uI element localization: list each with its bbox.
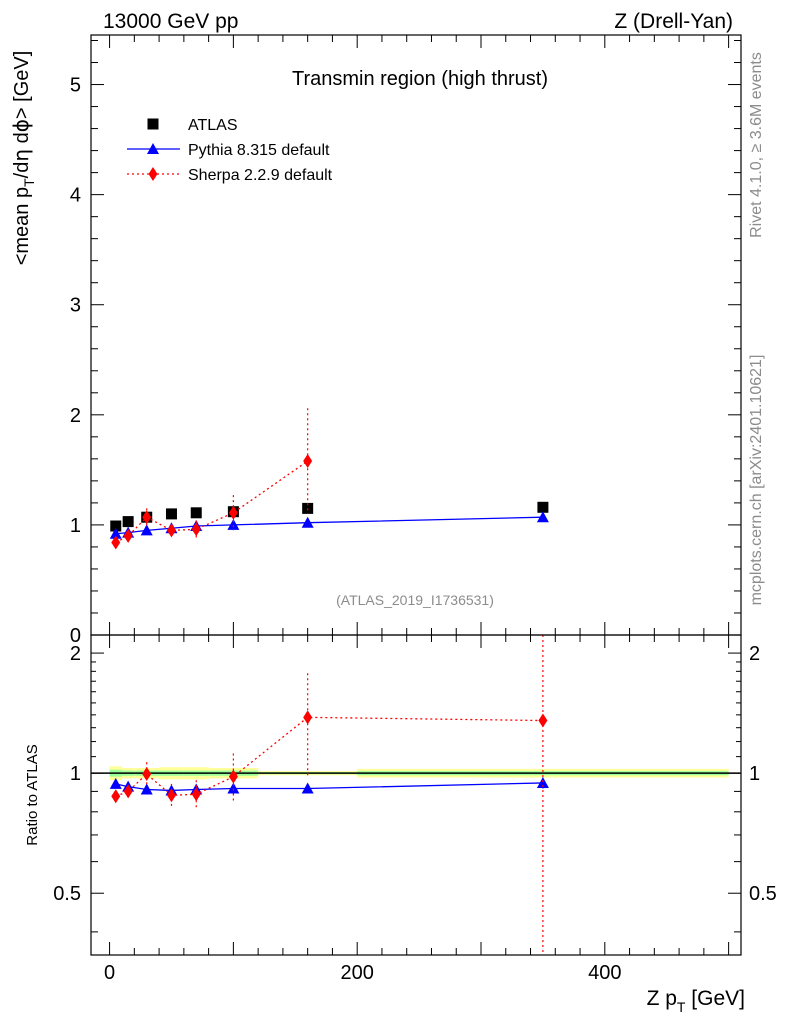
legend-marker-atlas: [147, 118, 159, 130]
sherpa-2-2-9-default-point: [166, 788, 176, 803]
y-tick-label-right: 0.5: [749, 883, 777, 905]
sherpa-2-2-9-default-point: [191, 522, 201, 537]
pythia-8-315-default-point: [301, 516, 314, 528]
y-tick-label: 0: [70, 625, 81, 647]
y-tick-label-right: 2: [749, 643, 760, 665]
sherpa-2-2-9-default-point: [123, 784, 133, 799]
legend: ATLAS Pythia 8.315 default Sherpa 2.2.9 de…: [127, 117, 333, 184]
ratio-ylabel: Ratio to ATLAS: [24, 744, 41, 845]
y-tick-label: 3: [70, 295, 81, 317]
pythia-8-315-default-point: [140, 524, 153, 536]
pythia-8-315-default-point: [227, 518, 240, 530]
pythia-8-315-default-point: [301, 782, 314, 794]
y-tick-label: 1: [70, 515, 81, 537]
sherpa-2-2-9-default-point: [303, 454, 313, 469]
ratio-panel: 0 200 400 0.5 0.5 1 1 2 2: [53, 634, 777, 984]
sherpa-2-2-9-default-point: [111, 535, 121, 550]
watermark: (ATLAS_2019_I1736531): [336, 592, 494, 608]
x-tick-label: 400: [588, 962, 621, 984]
y-tick-label: 2: [70, 405, 81, 427]
atlas-point: [122, 516, 134, 528]
pythia-8-315-default-point: [536, 776, 549, 788]
y-tick-label: 1: [70, 763, 81, 785]
legend-marker-pythia-8-315-default: [147, 143, 159, 154]
atlas-point: [165, 508, 177, 520]
sherpa-2-2-9-default-point: [228, 769, 238, 784]
pythia-8-315-default-point: [536, 511, 549, 523]
xlabel: Z pT [GeV]: [647, 987, 745, 1015]
sherpa-2-2-9-default-point: [142, 767, 152, 782]
rivet-label: Rivet 4.1.0, ≥ 3.6M events: [748, 52, 765, 238]
y-tick-label-right: 1: [749, 763, 760, 785]
ratio-frame: [90, 634, 742, 956]
atlas-point: [190, 507, 202, 519]
legend-label-sherpa-2-2-9-default: Sherpa 2.2.9 default: [188, 167, 333, 184]
sherpa-2-2-9-default-point: [111, 789, 121, 804]
y-tick-label: 0.5: [53, 883, 81, 905]
header-right: Z (Drell-Yan): [614, 10, 733, 33]
pythia-8-315-default-line: [115, 516, 543, 535]
legend-marker-sherpa-2-2-9-default: [148, 167, 158, 181]
atlas-point: [537, 501, 549, 513]
y-tick-label: 5: [70, 75, 81, 97]
main-panel: 0 1 2 3 4 5: [70, 34, 742, 647]
sherpa-2-2-9-default-point: [228, 505, 238, 520]
main-ylabel: <mean pT/dη dϕ> [GeV]: [9, 51, 37, 266]
sherpa-2-2-9-default-point: [191, 787, 201, 802]
pythia-8-315-default-point: [109, 777, 122, 789]
pythia-8-315-default-line: [115, 782, 543, 792]
x-tick-label: 0: [104, 962, 115, 984]
legend-label-pythia-8-315-default: Pythia 8.315 default: [188, 142, 330, 159]
x-tick-label: 200: [341, 962, 374, 984]
sherpa-2-2-9-default-point: [166, 523, 176, 538]
sherpa-2-2-9-default-point: [142, 510, 152, 525]
sherpa-2-2-9-default-point: [538, 713, 548, 728]
header-left: 13000 GeV pp: [103, 10, 238, 33]
sherpa-2-2-9-default-line: [115, 716, 543, 797]
sherpa-2-2-9-default-point: [303, 710, 313, 725]
pythia-8-315-default-point: [227, 782, 240, 794]
sherpa-2-2-9-default-point: [123, 528, 133, 543]
pythia-8-315-default-point: [109, 527, 122, 539]
atlas-point: [110, 520, 122, 532]
y-tick-label: 2: [70, 643, 81, 665]
pythia-8-315-default-point: [140, 783, 153, 795]
y-tick-label: 4: [70, 185, 81, 207]
mcplots-label: mcplots.cern.ch [arXiv:2401.10621]: [748, 355, 765, 606]
legend-label-atlas: ATLAS: [188, 117, 238, 134]
plot-title: Transmin region (high thrust): [292, 68, 548, 90]
